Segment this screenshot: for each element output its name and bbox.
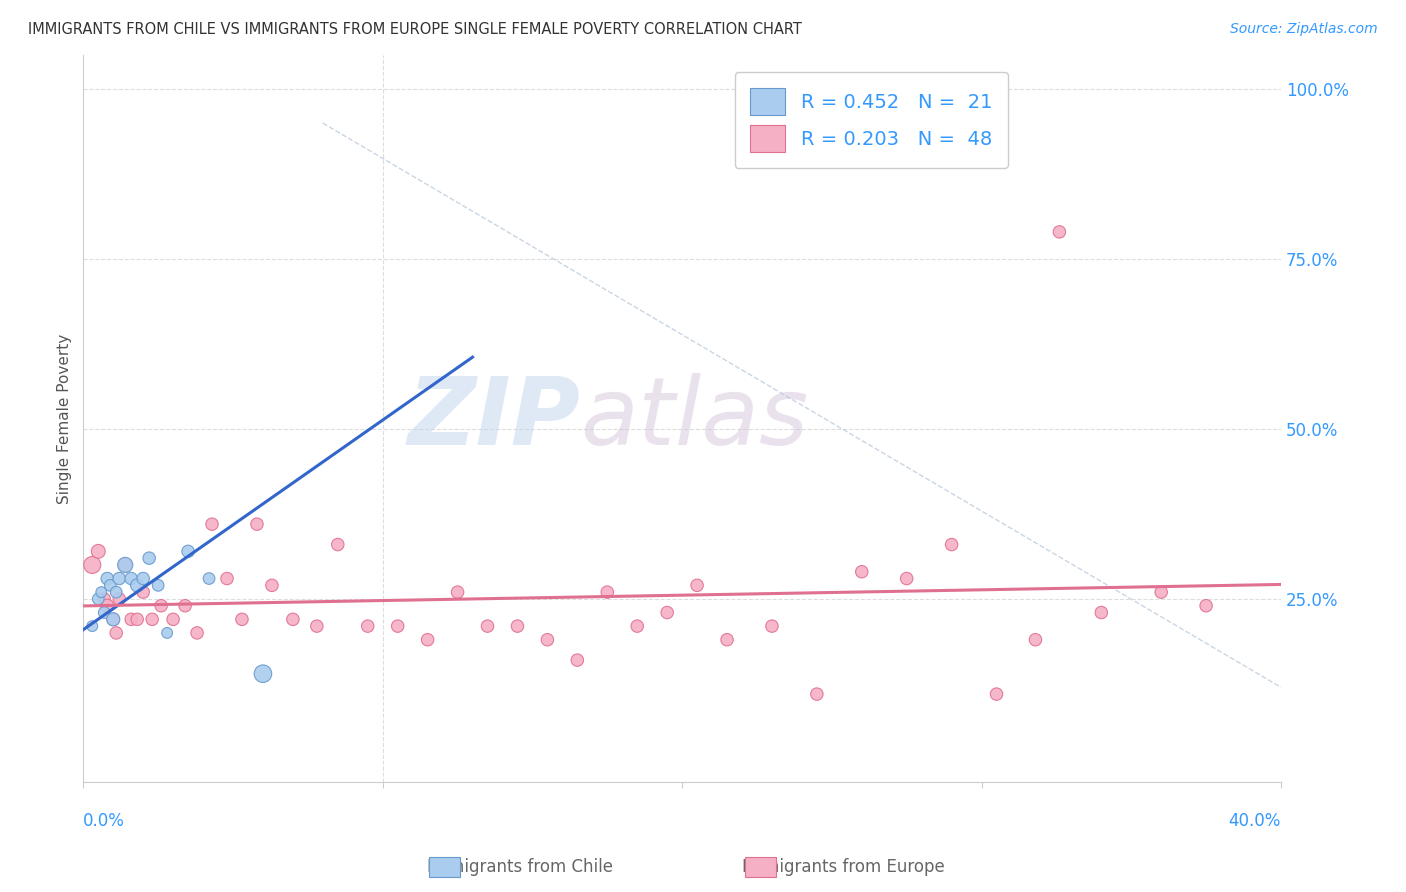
Point [716, 632, 738, 647]
Point [87, 591, 110, 606]
Point [150, 599, 173, 613]
Point [686, 578, 709, 592]
Point [896, 572, 918, 586]
Text: 40.0%: 40.0% [1229, 812, 1281, 830]
Text: 0.0%: 0.0% [83, 812, 125, 830]
Point [851, 565, 873, 579]
Point [657, 606, 679, 620]
Point [477, 619, 499, 633]
Point [416, 632, 439, 647]
Point [93, 606, 115, 620]
Point [198, 572, 221, 586]
Point [87, 544, 110, 558]
Point [177, 544, 200, 558]
Point [138, 551, 160, 566]
Point [82, 619, 104, 633]
Point [536, 632, 558, 647]
Point [281, 612, 304, 626]
Point [260, 578, 283, 592]
Point [201, 517, 224, 532]
Point [105, 626, 128, 640]
Text: Immigrants from Chile: Immigrants from Chile [427, 858, 613, 876]
Text: atlas: atlas [581, 374, 808, 465]
Point [108, 591, 131, 606]
Point [156, 626, 179, 640]
Point [103, 612, 125, 626]
Point [806, 82, 828, 96]
Point [215, 572, 238, 586]
Point [82, 558, 104, 572]
Point [252, 666, 274, 681]
Point [1195, 599, 1218, 613]
Point [132, 585, 155, 599]
Point [1150, 585, 1173, 599]
Point [596, 585, 619, 599]
Point [231, 612, 253, 626]
Point [806, 687, 828, 701]
Point [941, 537, 963, 551]
Point [114, 558, 136, 572]
Point [986, 687, 1008, 701]
Point [1047, 225, 1070, 239]
Point [141, 612, 163, 626]
Point [120, 612, 142, 626]
Point [146, 578, 169, 592]
Point [98, 578, 121, 592]
Text: Immigrants from Europe: Immigrants from Europe [742, 858, 945, 876]
Point [174, 599, 197, 613]
Point [305, 619, 328, 633]
Point [127, 612, 149, 626]
Text: ZIP: ZIP [408, 373, 581, 465]
Y-axis label: Single Female Poverty: Single Female Poverty [58, 334, 72, 504]
Point [446, 585, 468, 599]
Text: Source: ZipAtlas.com: Source: ZipAtlas.com [1230, 22, 1378, 37]
Point [96, 572, 118, 586]
Point [1090, 606, 1112, 620]
Point [114, 558, 136, 572]
Point [93, 591, 115, 606]
Point [90, 585, 112, 599]
Point [1024, 632, 1046, 647]
Text: IMMIGRANTS FROM CHILE VS IMMIGRANTS FROM EUROPE SINGLE FEMALE POVERTY CORRELATIO: IMMIGRANTS FROM CHILE VS IMMIGRANTS FROM… [28, 22, 801, 37]
Point [387, 619, 409, 633]
Point [506, 619, 529, 633]
Point [186, 626, 208, 640]
Point [357, 619, 380, 633]
Point [105, 585, 128, 599]
Point [103, 612, 125, 626]
Point [326, 537, 349, 551]
Legend: R = 0.452   N =  21, R = 0.203   N =  48: R = 0.452 N = 21, R = 0.203 N = 48 [734, 72, 1008, 168]
Point [567, 653, 589, 667]
Point [127, 578, 149, 592]
Point [626, 619, 648, 633]
Point [96, 599, 118, 613]
Point [821, 82, 844, 96]
Point [246, 517, 269, 532]
Point [120, 572, 142, 586]
Point [761, 619, 783, 633]
Point [108, 572, 131, 586]
Point [162, 612, 184, 626]
Point [132, 572, 155, 586]
